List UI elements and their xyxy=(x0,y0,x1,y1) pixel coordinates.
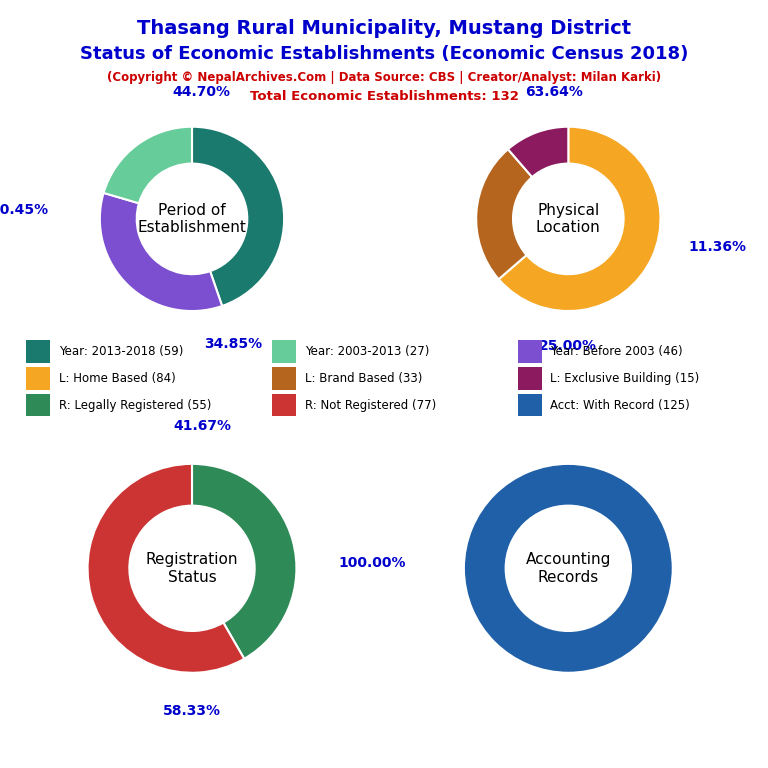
Text: 25.00%: 25.00% xyxy=(539,339,598,353)
Text: 44.70%: 44.70% xyxy=(172,85,230,99)
Text: R: Not Registered (77): R: Not Registered (77) xyxy=(305,399,436,412)
Text: 11.36%: 11.36% xyxy=(688,240,746,253)
Text: Thasang Rural Municipality, Mustang District: Thasang Rural Municipality, Mustang Dist… xyxy=(137,19,631,38)
Text: Year: 2013-2018 (59): Year: 2013-2018 (59) xyxy=(59,345,184,358)
Bar xyxy=(272,394,296,416)
Bar xyxy=(518,367,541,389)
Text: L: Brand Based (33): L: Brand Based (33) xyxy=(305,372,422,385)
Bar xyxy=(26,394,50,416)
Bar xyxy=(518,340,541,362)
Text: R: Legally Registered (55): R: Legally Registered (55) xyxy=(59,399,211,412)
Wedge shape xyxy=(88,464,244,673)
Text: Period of
Establishment: Period of Establishment xyxy=(137,203,247,235)
Bar xyxy=(272,340,296,362)
Text: 41.67%: 41.67% xyxy=(174,419,231,432)
Bar xyxy=(272,367,296,389)
Text: Registration
Status: Registration Status xyxy=(146,552,238,584)
Wedge shape xyxy=(464,464,673,673)
Wedge shape xyxy=(192,464,296,659)
Text: Accounting
Records: Accounting Records xyxy=(525,552,611,584)
Text: Year: Before 2003 (46): Year: Before 2003 (46) xyxy=(551,345,683,358)
Bar xyxy=(26,367,50,389)
Text: (Copyright © NepalArchives.Com | Data Source: CBS | Creator/Analyst: Milan Karki: (Copyright © NepalArchives.Com | Data So… xyxy=(107,71,661,84)
Wedge shape xyxy=(104,127,192,204)
Text: Acct: With Record (125): Acct: With Record (125) xyxy=(551,399,690,412)
Wedge shape xyxy=(476,149,532,280)
Text: Year: 2003-2013 (27): Year: 2003-2013 (27) xyxy=(305,345,429,358)
Wedge shape xyxy=(498,127,660,311)
Text: Physical
Location: Physical Location xyxy=(536,203,601,235)
Wedge shape xyxy=(100,193,222,311)
Bar xyxy=(26,340,50,362)
Bar xyxy=(518,394,541,416)
Text: L: Exclusive Building (15): L: Exclusive Building (15) xyxy=(551,372,700,385)
Wedge shape xyxy=(192,127,284,306)
Text: 20.45%: 20.45% xyxy=(0,203,49,217)
Wedge shape xyxy=(508,127,568,177)
Text: Status of Economic Establishments (Economic Census 2018): Status of Economic Establishments (Econo… xyxy=(80,45,688,62)
Text: 58.33%: 58.33% xyxy=(163,704,221,718)
Text: Total Economic Establishments: 132: Total Economic Establishments: 132 xyxy=(250,90,518,103)
Text: 63.64%: 63.64% xyxy=(525,85,584,99)
Text: 34.85%: 34.85% xyxy=(204,337,263,351)
Text: 100.00%: 100.00% xyxy=(339,556,406,570)
Text: L: Home Based (84): L: Home Based (84) xyxy=(59,372,176,385)
